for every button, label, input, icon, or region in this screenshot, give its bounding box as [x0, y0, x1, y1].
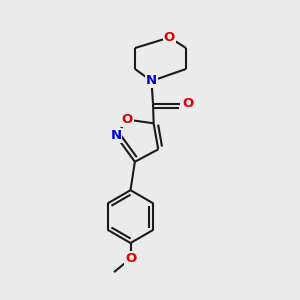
Text: O: O: [125, 252, 136, 265]
Text: O: O: [182, 97, 194, 110]
Text: N: N: [110, 129, 122, 142]
Text: N: N: [146, 74, 157, 88]
Text: O: O: [164, 31, 175, 44]
Text: O: O: [122, 113, 133, 126]
